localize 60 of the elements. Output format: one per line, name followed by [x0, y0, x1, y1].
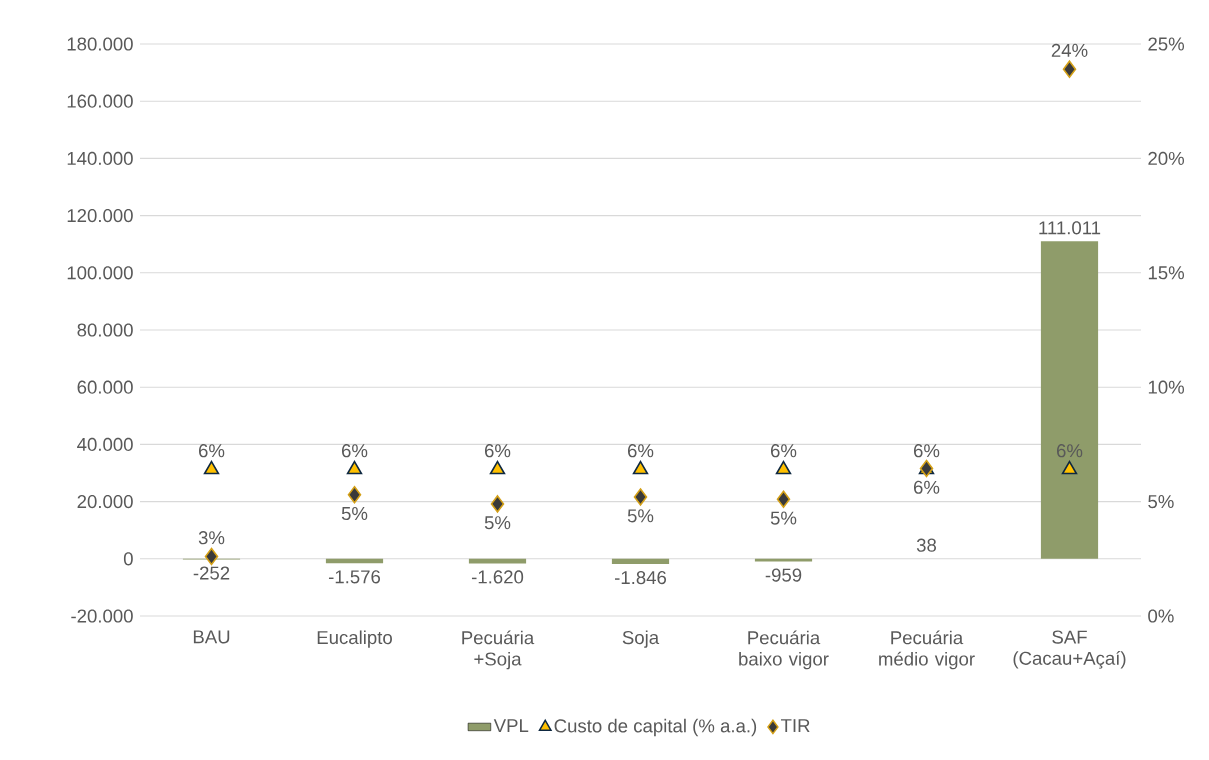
x-tick-label: SAF (Cacau+Açaí): [1013, 630, 1126, 669]
data-label: 5%: [341, 506, 368, 521]
data-label: 6%: [771, 444, 797, 458]
data-label: -1.620: [471, 570, 524, 584]
data-label: 111.011: [1039, 221, 1101, 235]
data-label: 6%: [914, 444, 940, 458]
data-label: -1.846: [614, 571, 667, 585]
point: [633, 488, 648, 506]
data-label: 6%: [914, 480, 940, 494]
data-label: 5%: [627, 509, 654, 523]
legend-label: Custo de capital (% a.a.): [554, 718, 757, 737]
y2-tick-label: 20%: [1148, 151, 1185, 165]
y-tick-label: 120.000: [67, 209, 133, 223]
x-tick-label: Pecuária médio vigor: [879, 630, 975, 670]
point: [489, 460, 506, 475]
y-tick-label: 100.000: [67, 266, 133, 280]
data-label: -1.576: [328, 570, 381, 584]
y-tick-label: 0: [123, 552, 133, 566]
y-tick-label: 140.000: [67, 151, 133, 165]
data-label: 6%: [485, 444, 511, 458]
point: [347, 485, 362, 504]
data-label: 5%: [484, 516, 511, 530]
data-label: 6%: [342, 444, 368, 458]
point: [346, 460, 363, 475]
point: [775, 460, 792, 475]
point: [203, 460, 220, 475]
data-label: 5%: [770, 511, 797, 525]
data-label: 38: [916, 538, 937, 552]
data-label: -252: [193, 566, 230, 580]
x-tick-label: Pecuária baixo vigor: [739, 630, 829, 670]
legend-label: TIR: [780, 719, 810, 732]
legend-label: VPL: [493, 719, 529, 732]
y-tick-label: 180.000: [67, 37, 133, 51]
y2-tick-label: 10%: [1148, 380, 1185, 394]
y2-tick-label: 25%: [1148, 37, 1185, 51]
data-label: 6%: [1057, 444, 1083, 458]
point: [1062, 60, 1077, 78]
y-tick-label: 20.000: [77, 495, 133, 509]
data-label: 6%: [199, 444, 225, 458]
y2-tick-label: 5%: [1148, 495, 1174, 509]
point: [1061, 460, 1078, 475]
x-tick-label: Pecuária +Soja: [462, 630, 535, 670]
y-tick-label: 160.000: [67, 94, 133, 108]
data-label: 3%: [198, 531, 225, 545]
data-label: 6%: [628, 444, 654, 458]
y-tick-label: 40.000: [77, 437, 133, 451]
y-tick-label: 60.000: [77, 380, 133, 394]
data-label: -959: [765, 568, 802, 582]
x-tick-label: Eucalipto: [317, 630, 392, 648]
y2-tick-label: 0%: [1148, 609, 1174, 623]
x-tick-label: BAU: [193, 630, 230, 644]
point: [632, 460, 649, 475]
y2-tick-label: 15%: [1148, 266, 1185, 280]
point: [776, 490, 791, 509]
point: [204, 547, 219, 566]
point: [490, 495, 505, 513]
y-tick-label: 80.000: [77, 323, 133, 337]
y-tick-label: -20.000: [71, 609, 133, 623]
x-tick-label: Soja: [622, 630, 660, 648]
data-label: 24%: [1051, 43, 1088, 57]
